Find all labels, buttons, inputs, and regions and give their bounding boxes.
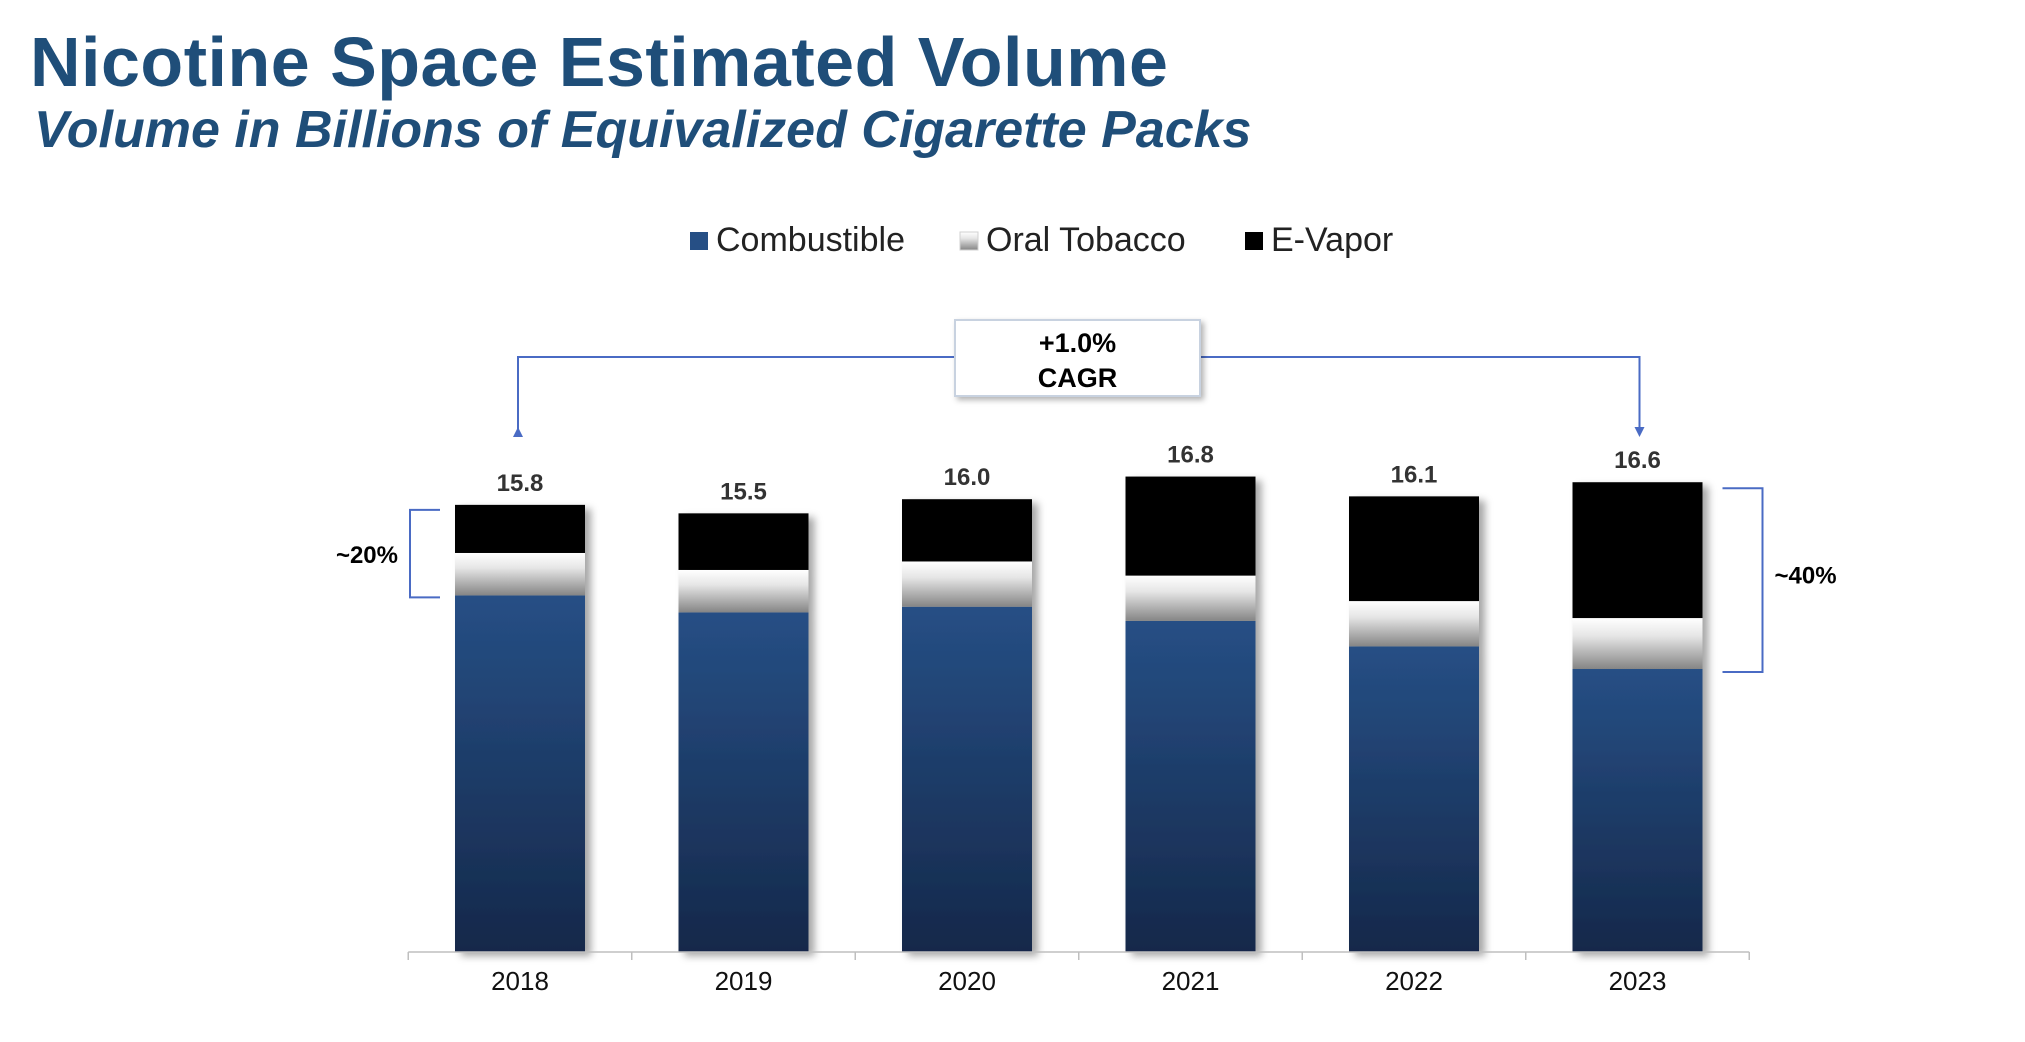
bar-combustible-2021 [1125,620,1256,952]
total-label-2020: 16.0 [944,464,991,491]
bar-e-vapor-2020 [902,499,1032,562]
bar-combustible-2023 [1572,669,1703,952]
left-bracket [409,508,440,599]
bar-group-2023 [1572,482,1703,952]
bar-e-vapor-2019 [678,513,809,570]
bar-oral-tobacco-2020 [902,561,1032,607]
total-label-2021: 16.8 [1167,442,1214,469]
bar-e-vapor-2023 [1572,482,1703,619]
bar-group-2018 [455,504,585,952]
bar-e-vapor-2021 [1125,476,1256,576]
bar-e-vapor-2022 [1349,496,1479,602]
bar-group-2019 [678,513,809,952]
legend-swatch-combustible [690,232,708,250]
x-tick-label-2021: 2021 [1162,966,1220,996]
legend-swatch-e-vapor [1245,232,1263,250]
bar-oral-tobacco-2019 [678,569,809,613]
bar-e-vapor-2018 [455,504,585,553]
chart-legend: Combustible Oral Tobacco E-Vapor [690,221,1393,259]
bar-combustible-2022 [1349,646,1479,952]
bar-group-2022 [1349,496,1479,952]
x-tick-label-2022: 2022 [1385,966,1443,996]
bar-combustible-2018 [455,595,585,952]
cagr-box [954,319,1201,397]
bar-oral-tobacco-2022 [1349,601,1479,647]
x-tick-label-2019: 2019 [715,966,773,996]
cagr-label: CAGR [1038,363,1118,393]
cagr-annotation: +1.0% CAGR [513,319,1645,437]
bar-combustible-2020 [902,606,1032,952]
x-tick-label-2023: 2023 [1609,966,1667,996]
left-bracket-label: ~20% [336,542,398,569]
x-tick-label-2018: 2018 [491,966,549,996]
x-axis: 2018 2019 2020 2021 2022 2023 [407,951,1750,996]
bar-oral-tobacco-2021 [1125,575,1256,621]
cagr-value: +1.0% [1039,328,1116,358]
legend-label-oral-tobacco: Oral Tobacco [986,221,1186,259]
legend-label-e-vapor: E-Vapor [1271,221,1393,259]
total-label-2022: 16.1 [1391,461,1438,488]
total-label-2019: 15.5 [720,478,767,505]
x-tick-label-2020: 2020 [938,966,996,996]
bar-combustible-2019 [678,612,809,952]
page-title: Nicotine Space Estimated Volume [30,23,1169,101]
total-label-2023: 16.6 [1614,447,1661,474]
bars: 15.8 15.5 16.0 16.8 16.1 16.6 [455,442,1703,952]
legend-label-combustible: Combustible [716,221,905,259]
right-bracket-label: ~40% [1775,563,1837,590]
share-brackets: ~20% ~40% [336,487,1837,673]
legend-swatch-oral-tobacco [959,231,979,251]
bar-oral-tobacco-2023 [1572,618,1703,669]
bar-group-2020 [902,499,1032,952]
bar-oral-tobacco-2018 [455,552,585,596]
bar-group-2021 [1125,476,1256,952]
right-bracket [1722,487,1764,673]
page-subtitle: Volume in Billions of Equivalized Cigare… [34,101,1252,159]
total-label-2018: 15.8 [497,470,544,497]
